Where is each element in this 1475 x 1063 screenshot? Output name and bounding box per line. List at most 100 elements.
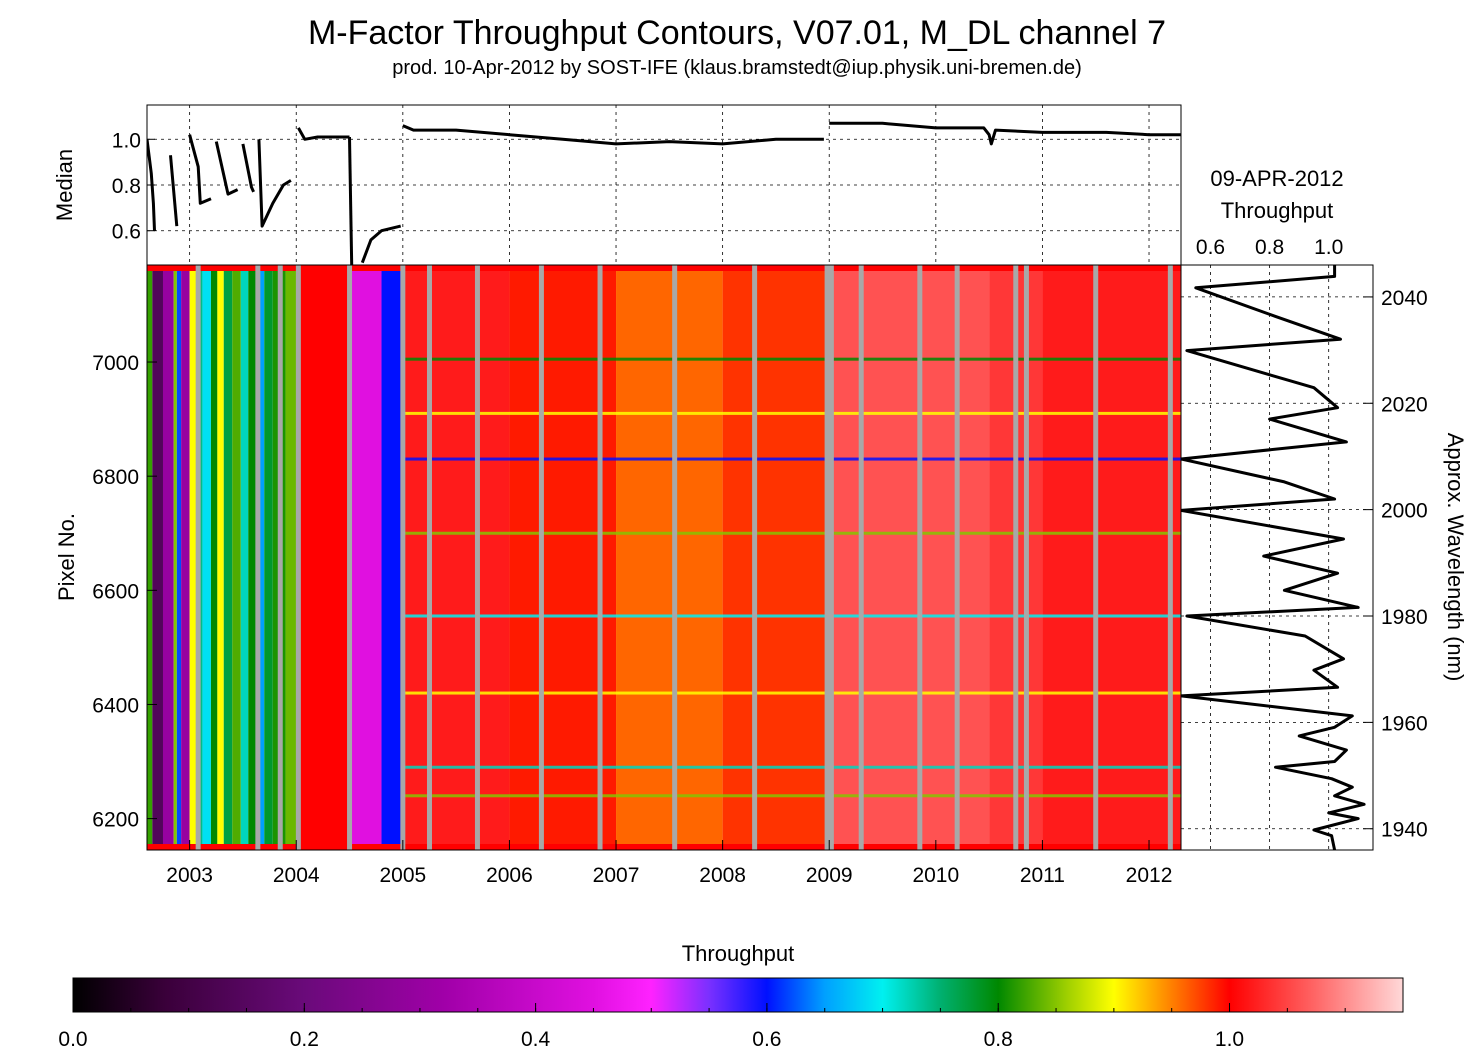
spectrum-x-tick-label: 0.8 — [1255, 236, 1284, 259]
heatmap-x-tick-label: 2007 — [593, 864, 640, 887]
heatmap-band — [381, 265, 401, 850]
heatmap-band — [232, 265, 241, 850]
heatmap-band — [189, 265, 197, 850]
heatmap-gap — [1093, 265, 1099, 850]
colorbar-tick-label: 1.0 — [1215, 1028, 1244, 1051]
heatmap-band — [162, 265, 174, 850]
heatmap-x-tick-label: 2008 — [699, 864, 746, 887]
median-tick-label: 1.0 — [112, 129, 141, 152]
spectrum-series — [1181, 265, 1366, 850]
spectrum-x-tick-label: 1.0 — [1314, 236, 1343, 259]
spectrum-label: Throughput — [1221, 198, 1334, 223]
median-grid — [147, 105, 1181, 265]
heatmap-gap — [1023, 265, 1029, 850]
heatmap-band — [147, 265, 153, 850]
heatmap-gap — [828, 265, 834, 850]
spectrum-x-tick-label: 0.6 — [1196, 236, 1225, 259]
median-segment — [360, 224, 402, 264]
heatmap-band — [349, 265, 382, 850]
heatmap-line — [402, 794, 1181, 798]
heatmap-gap — [824, 265, 830, 850]
colorbar-tick-label: 0.2 — [290, 1028, 319, 1051]
heatmap-bands — [147, 265, 1181, 850]
heatmap-x-tick-label: 2010 — [912, 864, 959, 887]
heatmap-line — [402, 357, 1181, 361]
heatmap-band — [296, 265, 350, 850]
median-segment — [241, 143, 255, 193]
colorbar-title: Throughput — [682, 941, 795, 966]
spectrum-date: 09-APR-2012 — [1210, 166, 1343, 191]
heatmap-bottom-edge — [147, 844, 1181, 850]
heatmap-gap — [954, 265, 960, 850]
heatmap-band — [722, 265, 830, 850]
colorbar-tick-label: 0.8 — [984, 1028, 1013, 1051]
median-segment — [169, 155, 179, 227]
heatmap-gap — [255, 265, 261, 850]
heatmap-x-tick-label: 2004 — [273, 864, 320, 887]
heatmap-band — [176, 265, 182, 850]
heatmap-x-tick-label: 2012 — [1126, 864, 1173, 887]
heatmap-line — [402, 691, 1181, 695]
heatmap-line — [402, 411, 1181, 415]
heatmap-gap — [1013, 265, 1019, 850]
heatmap-gap — [426, 265, 432, 850]
heatmap-band — [240, 265, 249, 850]
heatmap-x-tick-label: 2006 — [486, 864, 533, 887]
colorbar: Throughput 0.0 0.2 0.4 0.6 0.8 1.0 — [58, 941, 1404, 1051]
contour-panel: 2003 2004 2005 2006 2007 2008 2009 2010 2011 2012… — [54, 264, 1182, 887]
heatmap-gap — [195, 265, 201, 850]
heatmap-band — [264, 265, 273, 850]
median-segment — [188, 134, 212, 205]
median-tick-label: 0.6 — [112, 221, 141, 244]
median-tick-label: 0.8 — [112, 175, 141, 198]
heatmap-band — [202, 265, 211, 850]
heatmap-top-edge — [147, 265, 1181, 271]
wavelength-tick-label: 2040 — [1381, 287, 1428, 310]
heatmap-y-ticks: 6200 6400 6600 6800 7000 — [92, 352, 157, 832]
heatmap-y-tick-label: 6400 — [92, 694, 139, 717]
heatmap-line — [402, 765, 1181, 769]
heatmap-line — [402, 531, 1181, 535]
heatmap-band — [616, 265, 723, 850]
heatmap-band — [402, 265, 510, 850]
heatmap-y-tick-label: 7000 — [92, 352, 139, 375]
wavelength-tick-label: 2000 — [1381, 500, 1428, 523]
heatmap-band — [1042, 265, 1181, 850]
wavelength-tick-label: 1940 — [1381, 819, 1428, 842]
median-segment — [257, 139, 292, 228]
colorbar-gradient — [72, 977, 1404, 1013]
median-segment — [297, 127, 350, 141]
colorbar-tick-label: 0.4 — [521, 1028, 551, 1051]
heatmap-x-tick-label: 2005 — [379, 864, 426, 887]
heatmap-gap — [277, 265, 283, 850]
wavelength-ticks: 1940 1960 1980 2000 2020 2040 — [1363, 287, 1428, 842]
colorbar-tick-label: 0.6 — [752, 1028, 781, 1051]
heatmap-y-tick-label: 6800 — [92, 466, 139, 489]
median-segment — [829, 121, 1181, 146]
chart-title: M-Factor Throughput Contours, V07.01, M_… — [308, 14, 1166, 52]
heatmap-ylabel: Pixel No. — [54, 513, 79, 601]
heatmap-gap — [1167, 265, 1173, 850]
wavelength-tick-label: 1960 — [1381, 712, 1428, 735]
heatmap-x-tick-label: 2011 — [1020, 864, 1065, 887]
spectrum-x-ticks: 0.6 0.8 1.0 — [1196, 236, 1343, 259]
heatmap-band — [173, 265, 177, 850]
heatmap-gap — [474, 265, 480, 850]
heatmap-gap — [347, 265, 353, 850]
median-segment — [402, 124, 824, 146]
heatmap-band — [217, 265, 224, 850]
median-y-ticks: 0.6 0.8 1.0 — [112, 129, 155, 244]
heatmap-gap — [538, 265, 544, 850]
wavelength-axis-label: Approx. Wavelength (nm) — [1443, 433, 1468, 682]
colorbar-tick-label: 0.0 — [58, 1028, 87, 1051]
heatmap-band — [285, 265, 297, 850]
heatmap-gap — [752, 265, 758, 850]
heatmap-band — [829, 265, 990, 850]
heatmap-data-gaps — [195, 265, 1173, 850]
heatmap-gap — [400, 265, 406, 850]
spectrum-panel: 09-APR-2012 Throughput 0.6 0.8 1.0 1940 196… — [1180, 166, 1468, 851]
heatmap-band — [223, 265, 233, 850]
heatmap-y-tick-label: 6200 — [92, 809, 139, 832]
spectrum-line — [1181, 265, 1366, 850]
